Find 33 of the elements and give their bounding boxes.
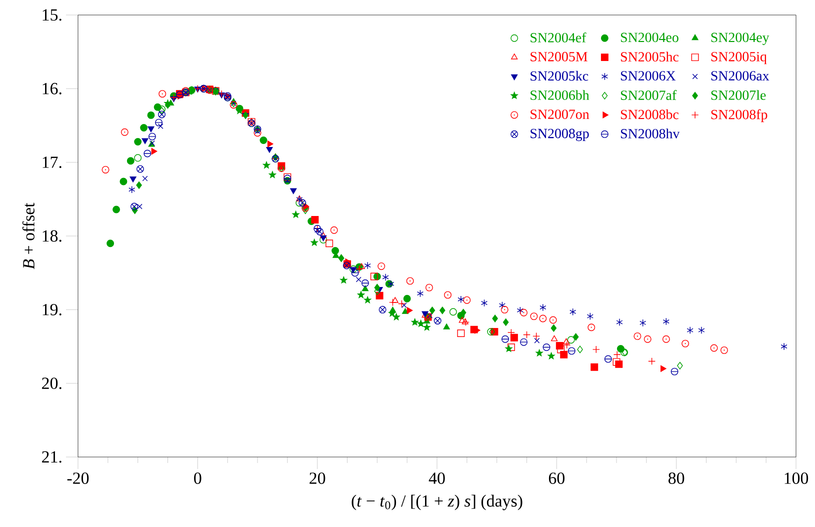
x-tick-label: 80 [668, 472, 684, 484]
legend-label: SN2008gp [530, 128, 589, 142]
legend-label: SN2006bh [530, 90, 590, 100]
legend-label: SN2008hv [620, 128, 680, 138]
x-tick-label: -20 [67, 472, 89, 484]
legend-label: SN2007af [620, 90, 677, 100]
y-tick-label: 19. [42, 304, 62, 316]
legend-label: SN2005iq [711, 52, 767, 64]
legend-label: SN2004eo [620, 32, 678, 42]
y-tick-label: 18. [42, 230, 62, 242]
legend-label: SN2004ey [711, 32, 770, 46]
legend-label: SN2005M [530, 52, 588, 62]
legend-label: SN2007on [530, 110, 590, 119]
x-tick-label: 20 [310, 472, 326, 484]
legend-label: SN2006X [620, 71, 676, 80]
x-tick-label: 40 [428, 472, 445, 484]
legend-label: SN2004ef [530, 32, 586, 42]
legend-label: SN2008bc [620, 109, 678, 120]
y-tick-label: 20. [42, 378, 62, 390]
legend-label: SN2008fp [711, 109, 768, 122]
legend-label: SN2005hc [620, 52, 678, 62]
y-tick-label: 16. [42, 82, 62, 94]
y-tick-label: 17. [42, 156, 62, 168]
x-tick-label: 0 [194, 472, 202, 484]
y-axis-title: B + offset [22, 202, 34, 270]
x-tick-label: 60 [548, 472, 564, 484]
legend-label: SN2007le [711, 90, 766, 100]
legend-label: SN2006ax [711, 71, 770, 80]
y-tick-label: 15. [42, 9, 62, 21]
y-tick-label: 21. [42, 451, 62, 463]
x-tick-label: 100 [784, 472, 808, 484]
text: (t − t$_{0}$) / [(1 + z) s] (days) [352, 494, 522, 510]
legend-label: SN2005kc [530, 70, 588, 81]
